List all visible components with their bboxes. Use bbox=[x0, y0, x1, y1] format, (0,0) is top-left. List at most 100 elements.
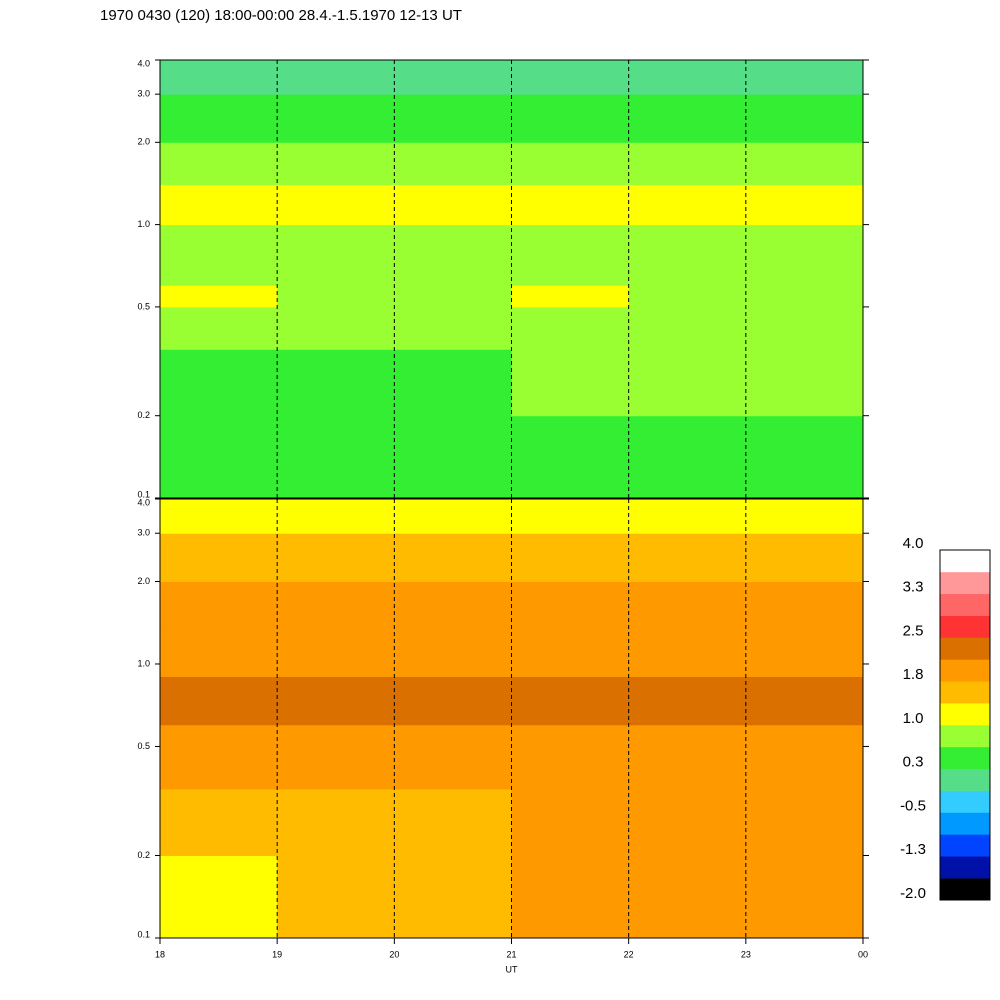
heat-cell bbox=[394, 663, 512, 678]
heat-cell bbox=[277, 855, 395, 939]
heat-cell bbox=[277, 349, 395, 417]
heat-cell bbox=[394, 788, 512, 857]
heat-cell bbox=[628, 415, 747, 499]
colorbar-label: 2.5 bbox=[903, 622, 924, 639]
heat-cell bbox=[511, 533, 630, 582]
heat-cell bbox=[628, 306, 747, 350]
heat-cell bbox=[160, 224, 278, 238]
heat-cell bbox=[511, 499, 630, 534]
heat-cell bbox=[160, 746, 278, 790]
heat-cell bbox=[628, 60, 747, 95]
y-tick-label: 0.1 bbox=[137, 489, 150, 499]
y-tick-label: 3.0 bbox=[137, 528, 150, 538]
heat-cell bbox=[511, 60, 630, 95]
color-bin bbox=[940, 615, 990, 638]
heat-cell bbox=[394, 224, 512, 238]
heat-cell bbox=[745, 237, 864, 286]
heat-cell bbox=[160, 788, 278, 857]
heat-cell bbox=[511, 285, 630, 308]
heat-cell bbox=[745, 581, 864, 625]
y-tick-label: 2.0 bbox=[137, 137, 150, 147]
heat-cell bbox=[394, 499, 512, 534]
heat-cell bbox=[628, 349, 747, 417]
heat-cell bbox=[628, 663, 747, 678]
heat-cell bbox=[745, 415, 864, 499]
heat-cell bbox=[394, 184, 512, 226]
color-bin bbox=[940, 856, 990, 879]
heat-cell bbox=[160, 499, 278, 534]
heat-cell bbox=[394, 724, 512, 747]
heat-cell bbox=[511, 349, 630, 417]
heat-cell bbox=[511, 237, 630, 286]
colorbar-label: 3.3 bbox=[903, 579, 924, 596]
colorbar-label: -2.0 bbox=[900, 885, 926, 902]
heat-cell bbox=[628, 855, 747, 939]
heat-cell bbox=[511, 306, 630, 350]
y-tick-label: 4.0 bbox=[137, 497, 150, 507]
color-bin bbox=[940, 571, 990, 595]
heat-cell bbox=[628, 224, 747, 238]
y-tick-label: 0.2 bbox=[137, 410, 150, 420]
colorbar-label: -0.5 bbox=[900, 797, 926, 814]
x-tick-label: 00 bbox=[858, 949, 868, 959]
heat-cell bbox=[394, 415, 512, 499]
color-bin bbox=[940, 593, 990, 616]
y-tick-label: 4.0 bbox=[137, 58, 150, 68]
color-bin bbox=[940, 790, 990, 813]
heat-cell bbox=[394, 533, 512, 582]
heat-cell bbox=[745, 349, 864, 417]
color-bin bbox=[940, 746, 990, 770]
heat-cell bbox=[628, 623, 747, 665]
heat-cell bbox=[277, 306, 395, 350]
heat-cell bbox=[394, 285, 512, 308]
heat-cell bbox=[277, 746, 395, 790]
heat-cell bbox=[277, 788, 395, 857]
heat-cell bbox=[160, 581, 278, 625]
heat-cell bbox=[628, 788, 747, 857]
heat-cell bbox=[745, 533, 864, 582]
y-tick-label: 0.1 bbox=[137, 929, 150, 939]
x-axis-label: UT bbox=[506, 964, 518, 974]
heat-cell bbox=[628, 184, 747, 226]
color-bin bbox=[940, 768, 990, 791]
heat-cell bbox=[745, 663, 864, 678]
heat-cell bbox=[277, 724, 395, 747]
colorbar-label: 0.3 bbox=[903, 754, 924, 771]
heat-cell bbox=[277, 224, 395, 238]
heat-cell bbox=[394, 60, 512, 95]
x-tick-label: 22 bbox=[624, 949, 634, 959]
plot-frame bbox=[159, 498, 864, 939]
heat-cell bbox=[511, 724, 630, 747]
heat-cell bbox=[160, 306, 278, 350]
heat-cell bbox=[160, 285, 278, 308]
heat-cell bbox=[394, 142, 512, 186]
color-bin bbox=[940, 812, 990, 835]
heat-cell bbox=[628, 142, 747, 186]
y-tick-label: 0.2 bbox=[137, 850, 150, 860]
heat-cell bbox=[160, 94, 278, 143]
colorbar-label: -1.3 bbox=[900, 841, 926, 858]
heat-cell bbox=[511, 855, 630, 939]
heat-cell bbox=[628, 285, 747, 308]
heat-cell bbox=[511, 788, 630, 857]
y-tick-label: 2.0 bbox=[137, 576, 150, 586]
heat-cell bbox=[745, 788, 864, 857]
heat-cell bbox=[394, 623, 512, 665]
heat-cell bbox=[511, 663, 630, 678]
heat-cell bbox=[394, 855, 512, 939]
heat-cell bbox=[394, 306, 512, 350]
heat-cell bbox=[511, 623, 630, 665]
heat-cell bbox=[745, 142, 864, 186]
heat-cell bbox=[628, 746, 747, 790]
heat-cell bbox=[394, 581, 512, 625]
y-tick-label: 3.0 bbox=[137, 89, 150, 99]
heat-cell bbox=[277, 499, 395, 534]
heat-cell bbox=[745, 676, 864, 726]
x-tick-label: 18 bbox=[155, 949, 165, 959]
color-bin bbox=[940, 878, 990, 901]
color-bin bbox=[940, 637, 990, 660]
x-tick-label: 21 bbox=[506, 949, 516, 959]
heat-cell bbox=[628, 724, 747, 747]
heat-cell bbox=[511, 676, 630, 726]
y-tick-label: 1.0 bbox=[137, 658, 150, 668]
